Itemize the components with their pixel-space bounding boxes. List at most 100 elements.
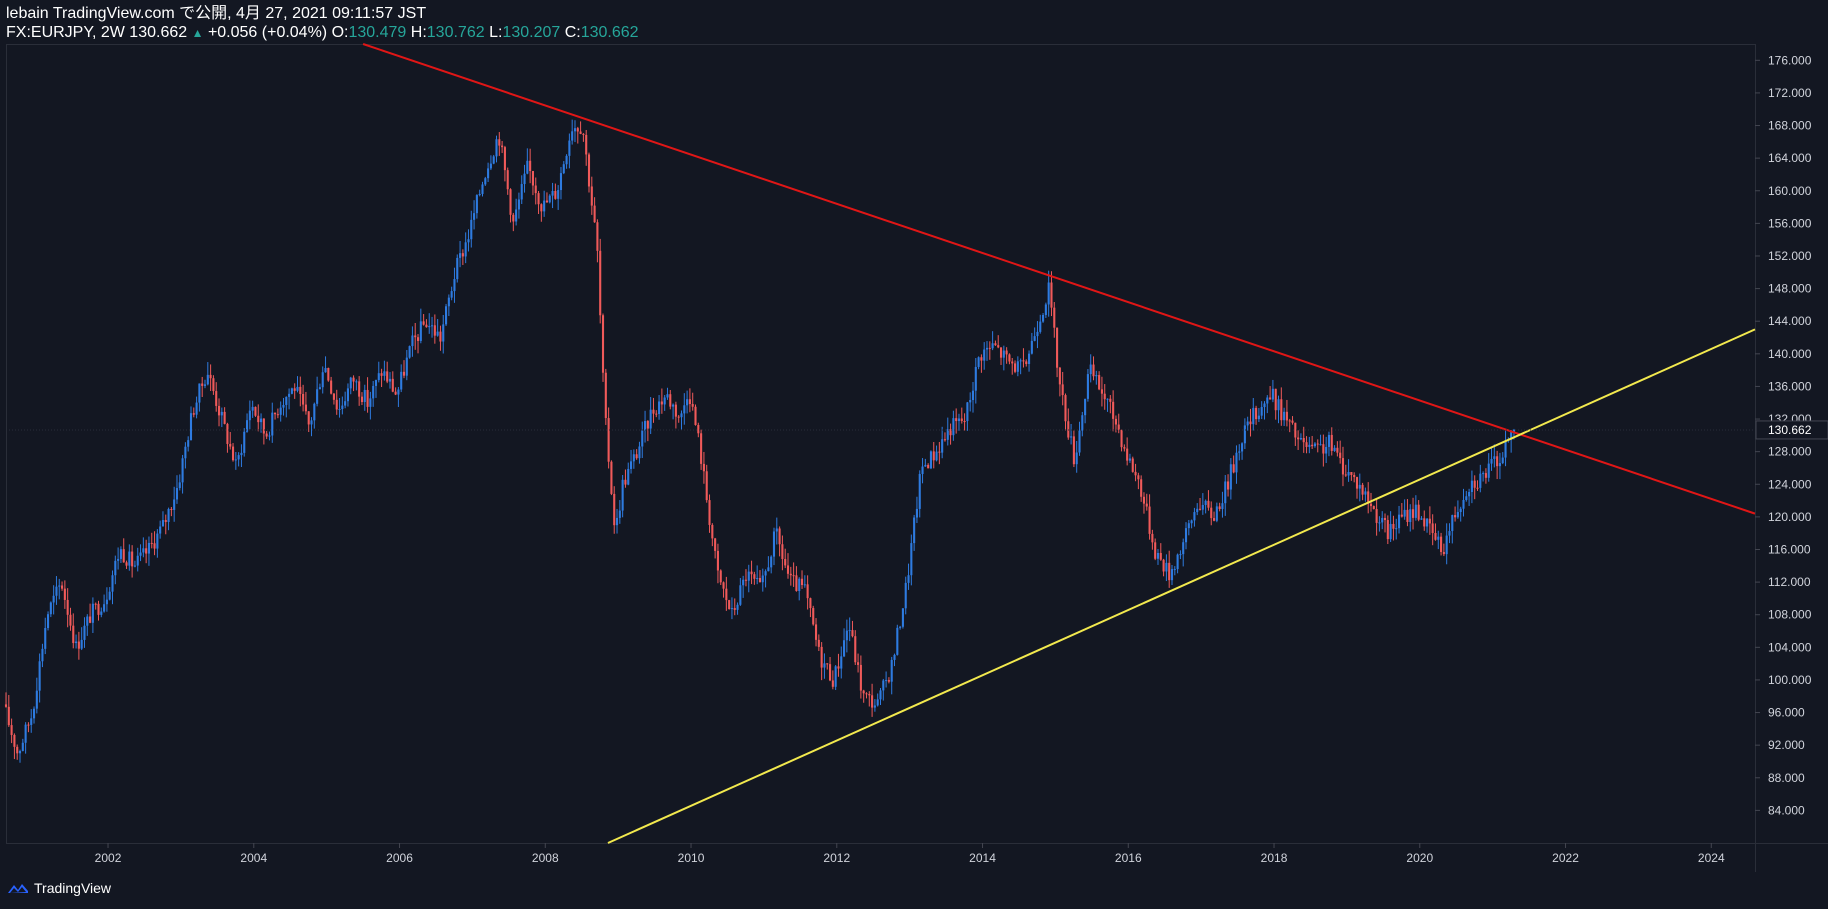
candle-body [744,579,748,581]
candle-body [374,380,378,386]
x-tick-label: 2008 [532,851,559,865]
candle-body [517,199,520,210]
candle-body [927,464,930,469]
candle-body [1022,360,1025,362]
candle-body [344,401,347,406]
candle-body [913,517,916,544]
candle-body [593,205,596,223]
candle-body [865,693,868,695]
candle-body [901,608,904,627]
candle-body [529,160,532,172]
candle-body [243,431,246,453]
candle-body [1364,491,1367,495]
candle-body [520,184,523,200]
candle-body [935,451,938,461]
candle-body [590,186,593,206]
candle-body [1005,350,1008,355]
candle-body [35,690,38,709]
candle-body [1496,456,1499,467]
candle-body [587,154,591,187]
candle-body [1501,457,1504,464]
candle-body [63,588,66,600]
candle-body [61,585,64,589]
candle-body [187,440,190,447]
candle-body [526,160,529,174]
candle-body [473,213,476,220]
candle-body [615,517,619,526]
candle-body [705,471,708,501]
candle-body [1044,304,1047,315]
candle-body [245,420,249,432]
candle-body [400,371,403,390]
candle-body [893,654,896,660]
candle-body [254,406,257,416]
y-tick-label: 156.000 [1768,216,1812,230]
candle-body [1033,336,1036,341]
candle-body [131,551,134,567]
y-tick-label: 136.000 [1768,379,1812,393]
candle-body [346,388,350,402]
candle-body [806,584,809,599]
candle-body [260,418,263,423]
candle-body [798,578,801,591]
candle-body [285,396,288,405]
candle-body [694,406,697,425]
candle-body [1288,420,1291,422]
candle-body [1212,518,1216,521]
candle-body [310,420,313,425]
candle-body [786,565,790,574]
x-tick-label: 2012 [823,851,850,865]
candle-body [1039,321,1042,332]
candle-body [571,131,574,141]
candle-body [1311,444,1314,447]
candle-body [660,401,663,405]
candle-body [551,190,554,196]
x-tick-label: 2006 [386,851,413,865]
plot-frame [6,44,1756,844]
candle-body [728,600,731,610]
candle-body [826,663,829,665]
candle-body [938,451,941,453]
candle-body [1095,375,1098,377]
candle-body [582,133,585,135]
candle-body [868,694,871,696]
candle-body [702,463,705,472]
candle-body [924,464,927,467]
candle-body [332,393,335,400]
candle-body [276,414,279,416]
candle-body [450,291,453,298]
candle-body [649,409,652,429]
high-label: H: [410,24,427,41]
candle-body [268,435,271,437]
candle-body [49,602,52,615]
candle-body [1375,508,1378,523]
candle-body [416,337,420,341]
candle-body [624,479,627,485]
x-tick-label: 2014 [969,851,996,865]
y-tick-label: 116.000 [1768,542,1811,556]
candle-body [1297,437,1300,440]
candle-body [890,659,893,682]
candle-body [52,595,55,603]
candle-body [282,404,285,408]
candle-body [686,399,689,406]
candle-body [304,404,307,412]
candle-body [30,718,33,725]
high-value: 130.762 [426,24,485,41]
candle-body [823,663,826,668]
candle-body [1187,523,1190,529]
candle-body [952,418,955,436]
candle-body [178,482,181,489]
candle-body [638,446,641,459]
candle-body [1050,282,1053,308]
candle-body [386,371,389,382]
candle-body [445,306,448,325]
candle-body [1224,481,1227,504]
candle-body [960,418,963,421]
brand-name: TradingView [34,880,112,896]
candle-body [75,641,78,644]
candle-body [515,209,518,222]
candle-body [153,543,156,549]
candle-body [1451,515,1454,532]
